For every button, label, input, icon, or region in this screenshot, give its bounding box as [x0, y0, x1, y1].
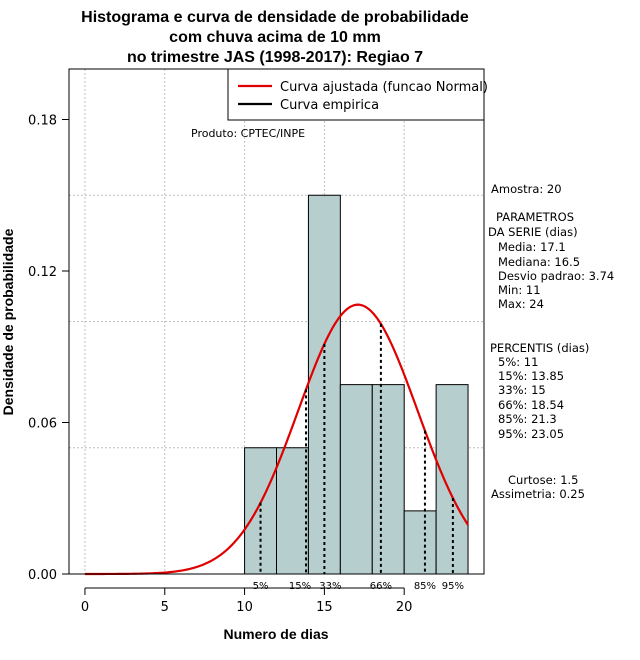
param-median: Mediana: 16.5	[498, 255, 580, 269]
sample-size: Amostra: 20	[491, 182, 562, 196]
skewness: Assimetria: 0.25	[491, 487, 585, 501]
legend-box	[227, 68, 485, 121]
histogram-bar	[403, 510, 437, 575]
histogram-bar	[435, 384, 469, 575]
percentil-15: 15%: 13.85	[498, 369, 564, 383]
chart-title-line-3: no trimestre JAS (1998-2017): Regiao 7	[127, 49, 423, 66]
normal-density-curve	[84, 303, 469, 576]
chart-title-line-1: Histograma e curva de densidade de proba…	[81, 9, 469, 26]
histogram-bar	[276, 447, 309, 575]
params-header-1: PARAMETROS	[496, 210, 574, 224]
histogram-bars	[244, 194, 469, 575]
histogram-bar	[371, 384, 405, 575]
histogram-bar	[307, 194, 341, 575]
statistics-panel: Amostra: 20 PARAMETROS DA SERIE (dias) M…	[488, 182, 614, 501]
percentil-66: 66%: 18.54	[498, 398, 564, 412]
percentile-label: 85%	[414, 581, 436, 592]
legend-label-empirical: Curva empirica	[280, 98, 379, 113]
y-tick-label: 0.06	[28, 417, 57, 432]
legend-label-fitted: Curva ajustada (funcao Normal)	[280, 80, 488, 95]
params-header-2: DA SERIE (dias)	[488, 225, 578, 239]
percentil-95: 95%: 23.05	[498, 427, 564, 441]
x-tick-label: 5	[161, 600, 169, 615]
y-axis: 0.00 0.06 0.12 0.18	[28, 114, 70, 583]
param-min: Min: 11	[498, 283, 541, 297]
percentis-header: PERCENTIS (dias)	[490, 341, 589, 355]
kurtosis: Curtose: 1.5	[508, 473, 578, 487]
percentile-label: 15%	[289, 581, 311, 592]
histogram-bar	[339, 384, 373, 575]
x-tick-label: 20	[396, 600, 413, 615]
grid-lines	[69, 69, 484, 574]
percentile-label: 33%	[319, 581, 341, 592]
percentile-label: 66%	[370, 581, 392, 592]
percentil-33: 33%: 15	[498, 383, 546, 397]
y-tick-label: 0.00	[28, 568, 57, 583]
x-tick-label: 15	[316, 600, 333, 615]
percentile-lines: 5% 15% 33% 66% 85% 95%	[253, 323, 464, 592]
x-tick-label: 10	[236, 600, 253, 615]
percentil-5: 5%: 11	[498, 355, 538, 369]
y-tick-label: 0.12	[28, 265, 57, 280]
param-sd: Desvio padrao: 3.74	[498, 269, 614, 283]
x-axis: 0 5 10 15 20	[81, 587, 413, 615]
percentil-85: 85%: 21.3	[498, 412, 557, 426]
y-axis-title: Densidade de probabilidade	[0, 228, 16, 415]
param-max: Max: 24	[498, 297, 544, 311]
percentile-label: 5%	[253, 581, 269, 592]
chart-title-line-2: com chuva acima de 10 mm	[169, 29, 381, 46]
product-annotation: Produto: CPTEC/INPE	[191, 127, 305, 140]
param-mean: Media: 17.1	[498, 240, 566, 254]
legend: Curva ajustada (funcao Normal) Curva emp…	[227, 68, 488, 121]
x-axis-title: Numero de dias	[223, 626, 328, 642]
y-tick-label: 0.18	[28, 114, 57, 129]
x-tick-label: 0	[81, 600, 89, 615]
percentile-label: 95%	[442, 581, 464, 592]
